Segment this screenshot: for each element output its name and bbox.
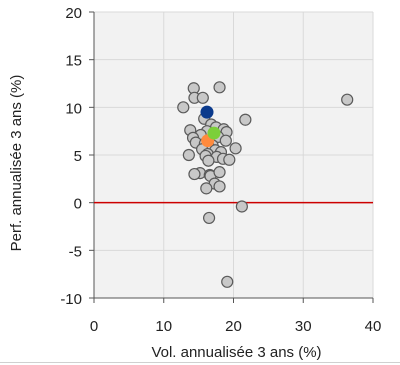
x-tick-label: 20 [225, 318, 242, 335]
y-tick-label: 5 [74, 148, 82, 165]
data-point [213, 180, 226, 193]
x-tick-label: 30 [295, 318, 312, 335]
data-point [223, 153, 236, 166]
y-tick-label: 0 [74, 196, 82, 213]
data-point [229, 142, 242, 155]
highlighted-data-point [207, 126, 221, 140]
data-point [188, 167, 201, 181]
data-point [202, 211, 216, 225]
x-tick-label: 40 [365, 318, 382, 335]
y-tick-label: 15 [65, 53, 82, 70]
x-axis-ticks: 0 10 20 30 40 [90, 298, 382, 335]
data-point [341, 93, 354, 106]
x-axis-title: Vol. annualisée 3 ans (%) [151, 344, 321, 361]
data-point [196, 91, 209, 104]
data-point [235, 200, 248, 213]
y-tick-label: -10 [60, 291, 82, 308]
y-tick-label: 20 [65, 5, 82, 22]
x-tick-label: 0 [90, 318, 98, 335]
bottom-divider [0, 362, 400, 363]
data-point [182, 148, 195, 162]
data-points [177, 81, 354, 288]
data-point [200, 182, 213, 195]
data-point [213, 81, 226, 94]
data-point [213, 166, 226, 179]
data-point [239, 113, 252, 126]
y-axis-ticks: -10 -5 0 5 10 15 20 [60, 5, 94, 308]
data-point [177, 101, 190, 114]
data-point [202, 154, 215, 167]
y-axis-title: Perf. annualisée 3 ans (%) [8, 75, 25, 252]
data-point [221, 275, 234, 288]
x-tick-label: 10 [155, 318, 172, 335]
y-tick-label: 10 [65, 100, 82, 117]
y-tick-label: -5 [69, 243, 82, 260]
data-point [219, 134, 232, 147]
highlighted-data-point [200, 105, 214, 119]
